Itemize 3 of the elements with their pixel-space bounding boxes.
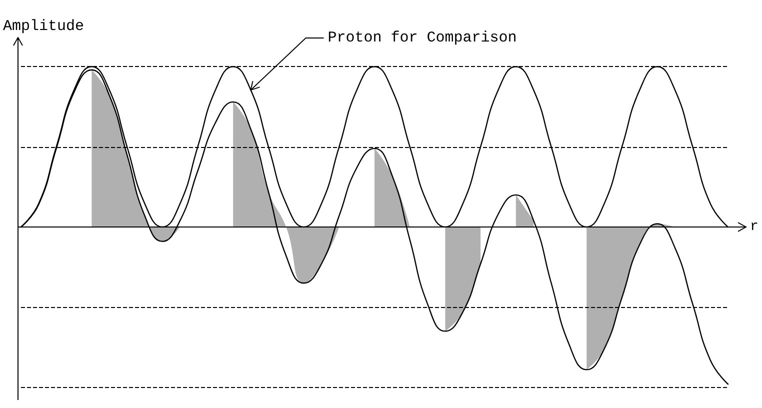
x-axis-title: r — [750, 218, 758, 235]
y-axis-title: Amplitude — [3, 18, 84, 35]
series-label: Proton for Comparison — [328, 30, 517, 47]
